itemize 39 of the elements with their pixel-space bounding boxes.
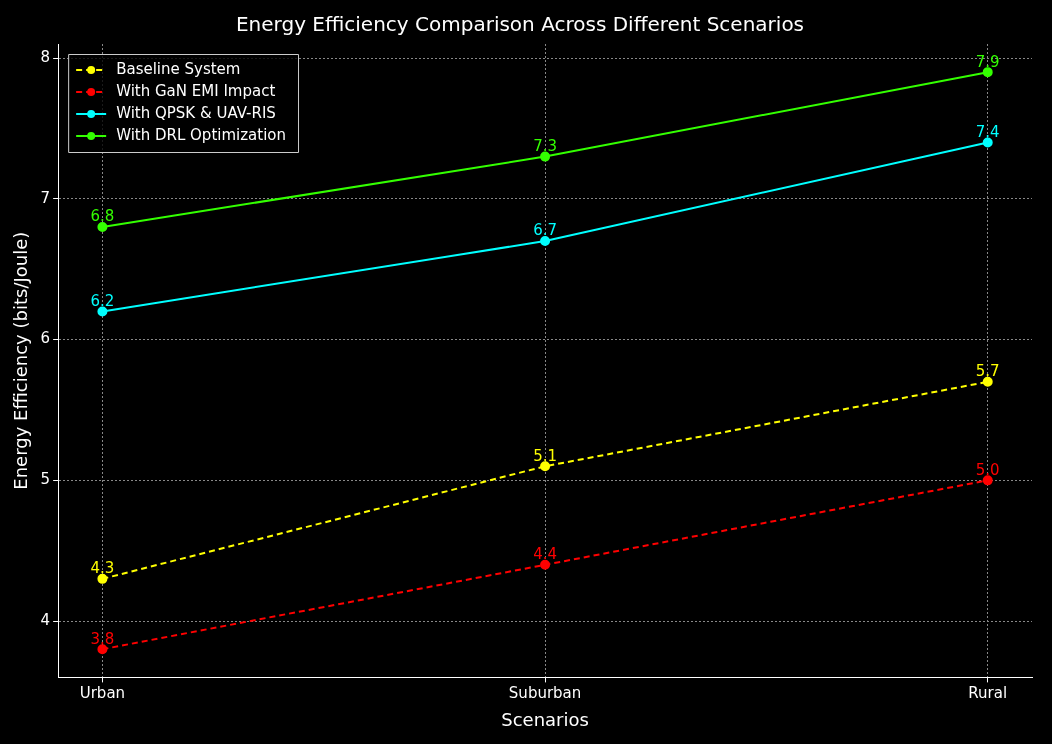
y-tick-label: 5 (40, 470, 51, 489)
point (97, 221, 108, 232)
y-tick-label: 8 (40, 47, 51, 66)
legend-label: With QPSK & UAV-RIS (116, 103, 276, 122)
point (97, 644, 108, 655)
point (982, 376, 993, 387)
x-tick-label: Suburban (508, 684, 582, 703)
x-axis-title: Scenarios (501, 708, 589, 730)
data-label: 6.7 (533, 221, 557, 240)
point (540, 151, 551, 162)
data-label: 4.4 (533, 545, 557, 564)
point (540, 559, 551, 570)
chart-title: Energy Efficiency Comparison Across Different Scenarios (235, 12, 805, 37)
point (982, 67, 993, 78)
legend-label: With GaN EMI Impact (116, 81, 276, 100)
point (97, 573, 108, 584)
point (982, 475, 993, 486)
legend-label: With DRL Optimization (116, 125, 287, 144)
y-tick-label: 4 (40, 610, 51, 629)
y-tick-label: 7 (40, 188, 51, 207)
y-axis-title: Energy Efficiency (bits/Joule) (10, 231, 32, 490)
data-label: 6.2 (90, 291, 115, 310)
x-tick-label: Urban (79, 684, 126, 703)
data-label: 5.7 (975, 362, 1000, 381)
data-label: 7.3 (533, 137, 557, 155)
data-label: 5.1 (533, 446, 557, 465)
point (540, 461, 551, 472)
point (540, 236, 551, 247)
data-label: 7.9 (975, 52, 1000, 71)
point (982, 137, 993, 148)
y-tick-label: 6 (40, 329, 51, 348)
data-label: 6.8 (90, 207, 115, 226)
data-label: 5.0 (975, 460, 1000, 479)
x-tick-label: Rural (968, 684, 1008, 703)
data-label: 4.3 (90, 559, 115, 578)
point (97, 306, 108, 317)
legend-label: Baseline System (116, 59, 241, 78)
data-label: 7.4 (975, 122, 1000, 141)
data-label: 3.8 (90, 629, 115, 648)
